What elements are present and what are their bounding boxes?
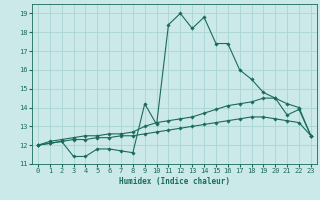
X-axis label: Humidex (Indice chaleur): Humidex (Indice chaleur) — [119, 177, 230, 186]
